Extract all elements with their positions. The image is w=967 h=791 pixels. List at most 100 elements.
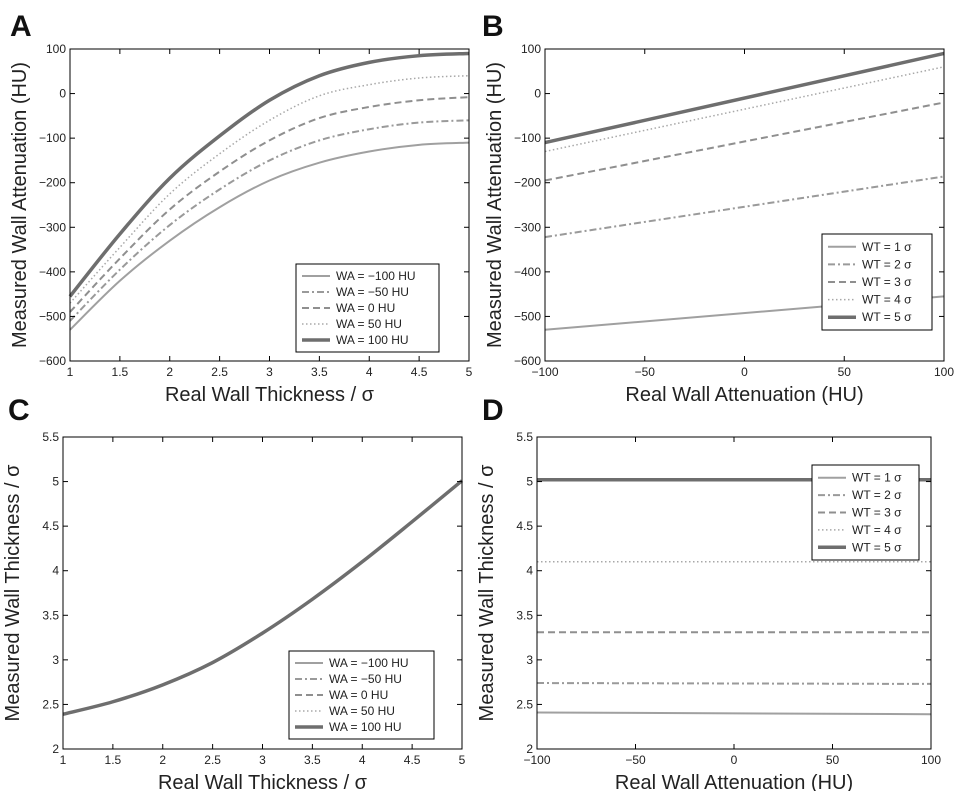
legend-label: WA = −100 HU [329,656,409,670]
y-tick-label: −400 [39,265,66,279]
series-line-2 [536,682,932,685]
series-line-5 [544,51,945,145]
legend-label: WT = 4 σ [852,523,902,537]
y-tick-label: 100 [46,42,66,56]
y-tick-label: 5.5 [516,430,533,444]
y-tick-label: 2.5 [516,697,533,711]
x-tick-label: 3.5 [311,365,328,379]
y-tick-label: 3 [52,653,59,667]
y-axis-label: Measured Wall Attenuation (HU) [484,62,506,348]
legend: WT = 1 σ WT = 2 σ WT = 3 σ WT = 4 σ WT = 5 σ [821,233,933,331]
x-tick-label: 100 [934,365,954,379]
legend-label: WT = 3 σ [852,506,902,520]
x-tick-label: 5 [459,753,466,767]
series-line-1 [536,711,932,716]
panel-a: A 1 1.5 2 2.5 3 3.5 4 4.5 5 −600 −500 −400 −300 −200 −1… [9,10,473,406]
y-tick-label: 0 [534,87,541,101]
y-tick-label: −600 [39,354,66,368]
panel-letter-a: A [10,10,32,43]
legend: WT = 1 σ WT = 2 σ WT = 3 σ WT = 4 σ WT = 5 σ [811,464,920,561]
y-axis-label: Measured Wall Thickness / σ [2,464,24,722]
x-axis-label: Real Wall Thickness / σ [165,384,375,406]
legend-label: WT = 4 σ [862,293,912,307]
x-tick-label: 1 [60,753,67,767]
y-tick-label: −500 [39,309,66,323]
legend-label: WT = 5 σ [852,540,902,554]
x-tick-label: 4.5 [411,365,428,379]
y-tick-label: −300 [514,220,541,234]
y-tick-label: 5 [526,475,533,489]
y-tick-label: 4.5 [516,519,533,533]
legend-label: WA = −100 HU [336,269,416,283]
series-line-3 [69,96,470,313]
legend-label: WA = 50 HU [336,317,402,331]
y-tick-label: 0 [59,87,66,101]
legend-label: WA = 100 HU [329,720,402,734]
y-tick-label: −500 [514,309,541,323]
x-tick-label: −50 [635,365,656,379]
legend-label: WT = 1 σ [862,240,912,254]
x-tick-label: 1.5 [105,753,122,767]
y-tick-label: 2.5 [42,697,59,711]
x-axis-label: Real Wall Thickness / σ [158,772,368,791]
y-tick-label: −600 [514,354,541,368]
x-tick-label: −50 [625,753,646,767]
x-tick-label: 3 [266,365,273,379]
x-tick-label: 2 [159,753,166,767]
panel-d: D −100 −50 0 50 100 2 2.5 3 3.5 4 4.5 5 5.5 Real Wall … [476,394,941,791]
legend-label: WT = 3 σ [862,275,912,289]
y-tick-label: −100 [514,131,541,145]
legend-label: WA = −50 HU [336,285,409,299]
legend-label: WA = 0 HU [329,688,388,702]
y-tick-label: −200 [514,176,541,190]
panel-c: C 1 1.5 2 2.5 3 3.5 4 4.5 5 2 2.5 3 3.5 4 4.5 5 5.5 Real W… [2,394,466,791]
y-axis-label: Measured Wall Thickness / σ [476,464,498,722]
y-tick-label: 4.5 [42,519,59,533]
legend: WA = −100 HU WA = −50 HU WA = 0 HU WA = 50 … [295,263,440,353]
x-tick-label: 50 [826,753,840,767]
y-tick-label: 3.5 [42,608,59,622]
x-tick-label: 4 [359,753,366,767]
x-tick-label: 5 [466,365,473,379]
y-tick-label: 5 [52,475,59,489]
y-tick-label: 100 [521,42,541,56]
y-tick-label: 4 [526,564,533,578]
x-tick-label: 2.5 [211,365,228,379]
x-tick-label: 50 [838,365,852,379]
series-line-1 [69,141,470,331]
legend-label: WA = 100 HU [336,333,409,347]
panel-letter-b: B [482,10,504,43]
series-line-5 [62,479,464,716]
y-tick-label: −200 [39,176,66,190]
legend-label: WT = 5 σ [862,310,912,324]
y-tick-label: 5.5 [42,430,59,444]
x-axis-label: Real Wall Attenuation (HU) [615,772,853,791]
legend-label: WT = 2 σ [852,488,902,502]
x-tick-label: 0 [741,365,748,379]
x-tick-label: 2.5 [204,753,221,767]
panel-letter-d: D [482,394,504,427]
x-tick-label: 4.5 [404,753,421,767]
series-line-5 [68,51,470,298]
y-tick-label: −400 [514,265,541,279]
x-tick-label: 2 [166,365,173,379]
panel-b: B−100 −50 0 50 100−600−500−400−300−200−10001… [482,10,954,406]
y-tick-label: 3.5 [516,608,533,622]
legend-label: WT = 1 σ [852,471,902,485]
series-line-2 [69,119,470,322]
legend-label: WA = 0 HU [336,301,395,315]
x-tick-label: 0 [731,753,738,767]
legend-label: WT = 2 σ [862,257,912,271]
y-tick-label: 2 [52,742,59,756]
series-line-4 [69,74,470,304]
y-tick-label: 2 [526,742,533,756]
series-line-2 [544,175,945,239]
x-tick-label: 1.5 [112,365,129,379]
y-axis-label: Measured Wall Attenuation (HU) [9,62,31,348]
series-line-3 [544,101,945,182]
legend-box [288,650,435,740]
y-tick-label: 3 [526,653,533,667]
panel-letter-c: C [8,394,30,427]
x-tick-label: −100 [523,753,550,767]
